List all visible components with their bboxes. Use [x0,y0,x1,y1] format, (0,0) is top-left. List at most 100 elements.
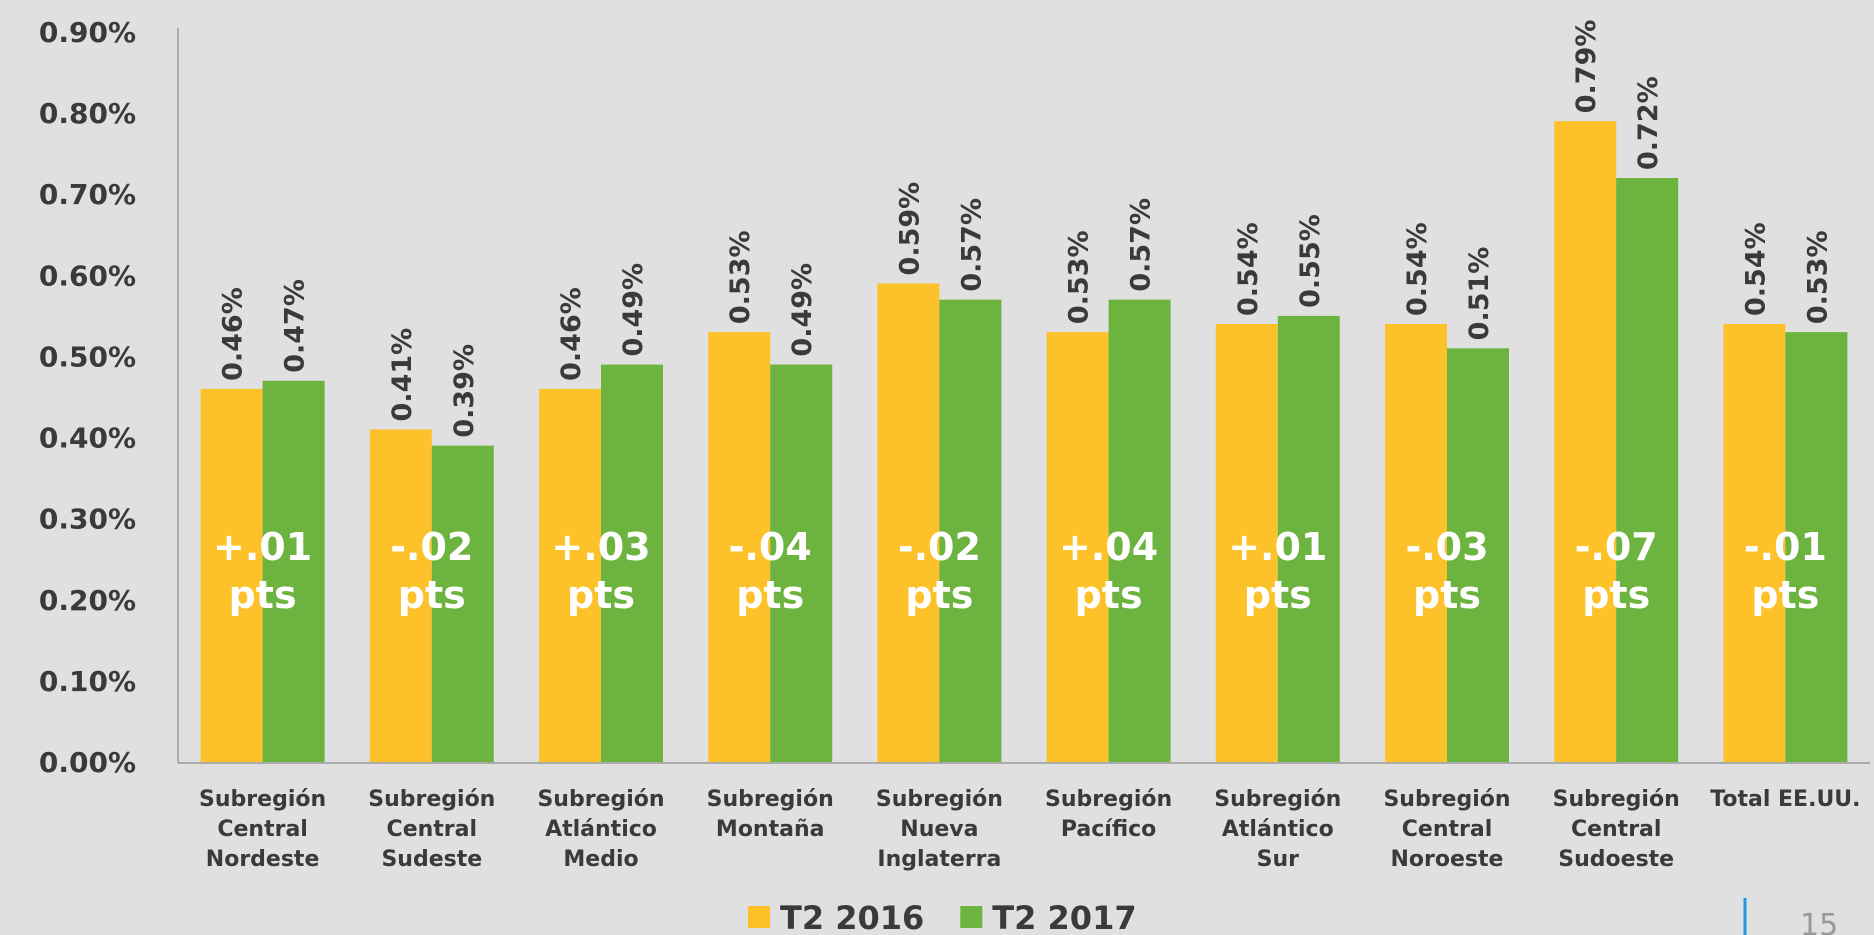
value-label: 0.72% [1633,76,1664,170]
annotation: pts [398,573,466,617]
x-tick-label: Subregión [876,787,1003,812]
annotation: -.04 [729,525,812,569]
annotation: pts [567,573,635,617]
y-tick-label: 0.70% [39,178,136,211]
annotation: -.07 [1575,525,1658,569]
annotation: +.04 [1059,525,1158,569]
bar [1616,178,1679,762]
y-tick-label: 0.80% [39,97,136,130]
y-tick-label: 0.30% [39,503,136,536]
annotation: +.01 [213,525,312,569]
bar [1723,324,1786,762]
x-tick-label: Pacífico [1061,817,1156,842]
value-label: 0.49% [787,263,818,357]
bar [1554,121,1617,762]
bar [877,283,940,762]
x-tick-label: Central [1571,817,1661,842]
x-tick-label: Central [217,817,307,842]
x-tick-label: Subregión [1553,787,1680,812]
x-tick-label: Medio [563,847,638,872]
bar [1108,299,1171,762]
x-tick-label: Inglaterra [877,847,1001,872]
x-tick-label: Central [387,817,477,842]
value-label: 0.51% [1464,247,1495,341]
bar [1215,324,1278,762]
annotation: pts [1413,573,1481,617]
y-tick-label: 0.60% [39,259,136,292]
legend-label: T2 2016 [780,899,924,935]
legend-swatch [960,906,983,928]
value-label: 0.79% [1571,20,1602,114]
x-tick-label: Sur [1257,847,1300,872]
value-label: 0.53% [1802,230,1833,324]
value-label: 0.54% [1233,222,1264,316]
x-tick-label: Subregión [199,787,326,812]
bar [1447,348,1509,762]
annotation: -.01 [1744,525,1827,569]
annotation: +.01 [1228,525,1327,569]
x-tick-label: Sudoeste [1558,847,1674,872]
bar [708,332,771,762]
annotation: -.03 [1405,525,1488,569]
annotation: pts [1244,573,1312,617]
annotation: pts [229,573,297,617]
bar [601,364,663,762]
x-tick-label: Montaña [716,817,825,842]
bar [939,299,1002,762]
bar [539,388,601,762]
bar [262,380,325,762]
value-label: 0.54% [1740,222,1771,316]
value-label: 0.46% [556,287,587,381]
x-tick-label: Subregión [1214,787,1341,812]
annotation: pts [1582,573,1650,617]
x-tick-label: Subregión [537,787,664,812]
y-tick-label: 0.50% [39,340,136,373]
x-tick-label: Atlántico [545,817,657,842]
value-label: 0.41% [387,328,418,422]
page-number: 15 [1800,908,1838,935]
y-tick-label: 0.00% [39,746,136,779]
annotation: pts [1075,573,1143,617]
annotation: pts [736,573,804,617]
x-tick-label: Central [1402,817,1492,842]
bar [1046,332,1109,762]
value-label: 0.54% [1402,222,1433,316]
x-tick-label: Total EE.UU. [1710,787,1860,812]
value-label: 0.57% [956,198,987,292]
bar [369,429,432,762]
x-tick-label: Sudeste [381,847,482,872]
y-tick-label: 0.10% [39,665,136,698]
bar [1785,332,1848,762]
bar [770,364,833,762]
bar [200,388,263,762]
y-tick-label: 0.40% [39,422,136,455]
value-label: 0.39% [449,344,480,438]
x-tick-label: Subregión [368,787,495,812]
y-tick-label: 0.90% [39,16,136,49]
x-tick-label: Atlántico [1222,817,1334,842]
value-label: 0.55% [1295,214,1326,308]
annotation: pts [905,573,973,617]
annotation: +.03 [551,525,650,569]
annotation: -.02 [390,525,473,569]
value-label: 0.46% [218,287,249,381]
x-tick-label: Nueva [900,817,978,842]
x-tick-label: Nordeste [206,847,320,872]
annotation: pts [1751,573,1819,617]
annotation: -.02 [898,525,981,569]
bar [431,445,494,762]
value-label: 0.53% [725,230,756,324]
value-label: 0.59% [894,182,925,276]
value-label: 0.57% [1126,198,1157,292]
y-tick-label: 0.20% [39,584,136,617]
value-label: 0.53% [1064,230,1095,324]
bar [1385,324,1447,762]
bar [1277,315,1340,762]
legend-label: T2 2017 [992,899,1136,935]
legend-swatch [748,906,770,928]
x-tick-label: Noroeste [1391,847,1504,872]
value-label: 0.47% [280,279,311,373]
value-label: 0.49% [618,263,649,357]
x-tick-label: Subregión [707,787,834,812]
